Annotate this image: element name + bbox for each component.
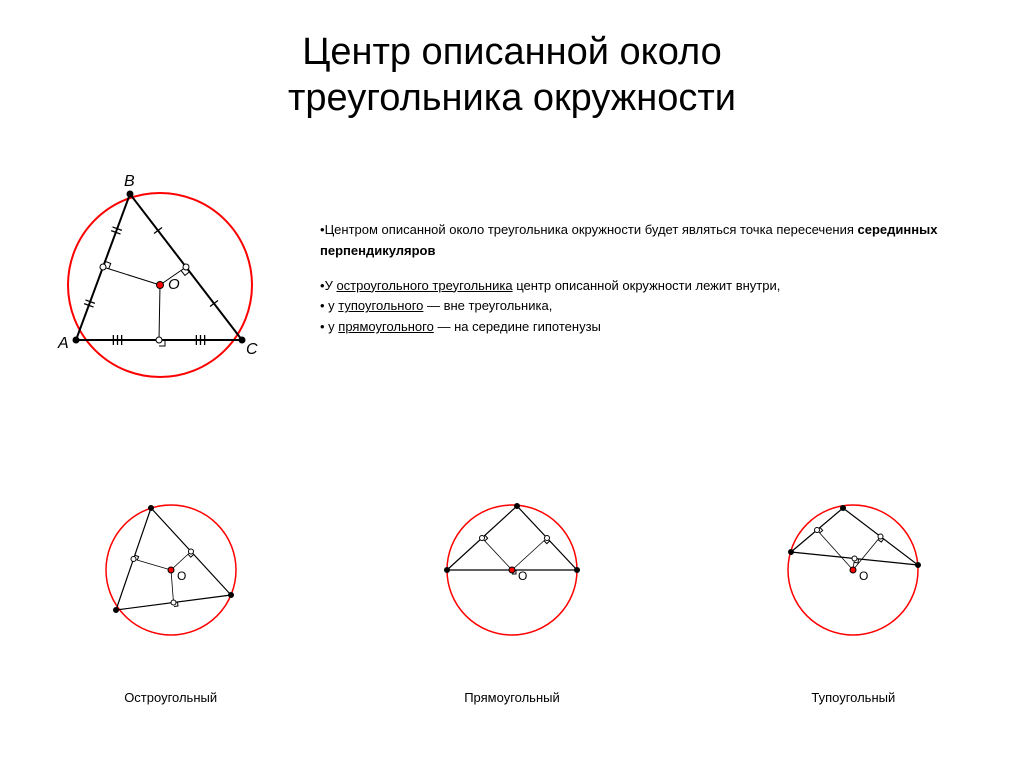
main-diagram: A B C O: [50, 170, 270, 395]
caption-acute: Остроугольный: [91, 690, 251, 705]
b1a: У: [325, 278, 337, 293]
b2a: у: [325, 298, 339, 313]
p1-prefix: Центром описанной около треугольника окр…: [325, 222, 858, 237]
b2b: — вне треугольника,: [423, 298, 552, 313]
b3u: прямоугольного: [338, 319, 434, 334]
title-line2: треугольника окружности: [288, 77, 736, 119]
svg-text:A: A: [57, 335, 69, 352]
description-text: •Центром описанной около треугольника ок…: [320, 220, 990, 352]
b3b: — на середине гипотенузы: [434, 319, 601, 334]
page-title: Центр описанной около треугольника окруж…: [0, 0, 1024, 121]
b3a: у: [325, 319, 339, 334]
caption-obtuse: Тупоугольный: [773, 690, 933, 705]
figure-acute: O Остроугольный: [91, 490, 251, 705]
caption-right: Прямоугольный: [432, 690, 592, 705]
b1u: остроугольного треугольника: [336, 278, 512, 293]
bottom-row: O Остроугольный O Прямоугольный O Тупоуг…: [0, 490, 1024, 705]
svg-text:O: O: [177, 569, 186, 583]
figure-obtuse: O Тупоугольный: [773, 490, 933, 705]
svg-text:O: O: [168, 276, 180, 293]
figure-right: O Прямоугольный: [432, 490, 592, 705]
b2u: тупоугольного: [338, 298, 423, 313]
svg-text:O: O: [518, 569, 527, 583]
svg-text:O: O: [859, 569, 868, 583]
title-line1: Центр описанной около: [302, 31, 722, 73]
svg-text:C: C: [246, 341, 258, 358]
svg-text:B: B: [124, 173, 135, 190]
b1b: центр описанной окружности лежит внутри,: [513, 278, 781, 293]
